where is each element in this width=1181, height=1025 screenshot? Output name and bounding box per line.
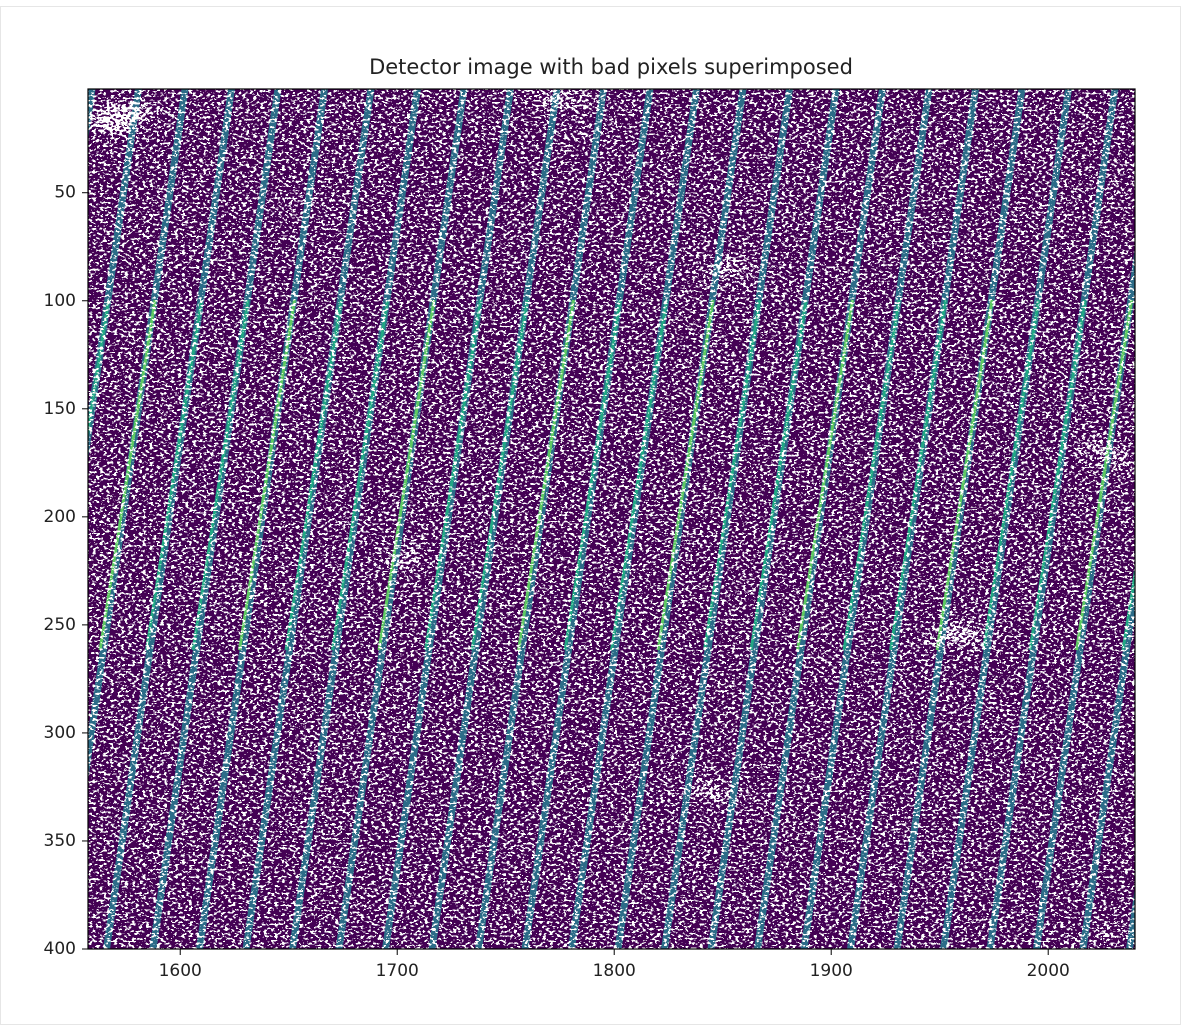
y-tick-label: 400 [44, 939, 76, 959]
y-tick-label: 50 [54, 183, 76, 203]
x-tick-label: 1800 [593, 961, 636, 981]
image-stripe [1126, 886, 1135, 949]
y-tick-label: 350 [44, 831, 76, 851]
x-tick-label: 1900 [810, 961, 853, 981]
y-tick-label: 300 [44, 723, 76, 743]
y-tick-label: 200 [44, 507, 76, 527]
image-stripe-core [0, 300, 16, 650]
chart-title: Detector image with bad pixels superimpo… [369, 55, 853, 79]
plot-border [87, 88, 1136, 950]
image-stripe-core [7, 300, 62, 650]
bad-pixels [88, 89, 1135, 949]
x-tick-label: 1600 [159, 961, 202, 981]
image-stripe-core [1170, 300, 1181, 650]
y-tick-label: 100 [44, 291, 76, 311]
x-tick-label: 2000 [1027, 961, 1070, 981]
detector-image [0, 89, 1181, 949]
image-stripe [0, 89, 46, 949]
y-tick-label: 150 [44, 399, 76, 419]
y-tick-label: 250 [44, 615, 76, 635]
x-tick-label: 1700 [376, 961, 419, 981]
